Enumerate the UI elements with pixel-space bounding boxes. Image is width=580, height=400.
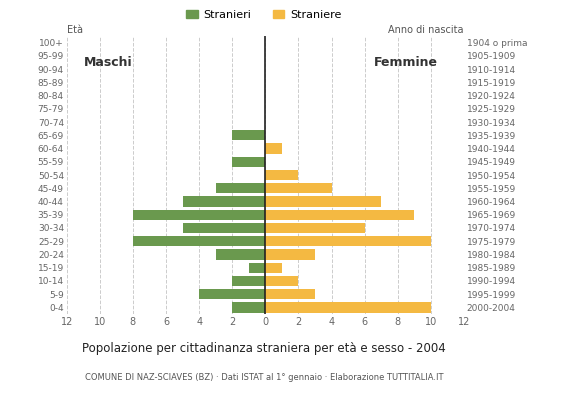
Bar (266, 302, 431, 312)
Bar (232, 130, 266, 140)
Text: Anno di nascita: Anno di nascita (389, 26, 464, 36)
Bar (183, 223, 266, 233)
Text: Età: Età (67, 26, 83, 36)
Bar (266, 210, 414, 220)
Bar (183, 196, 266, 207)
Bar (266, 236, 431, 246)
Bar (133, 210, 266, 220)
Bar (266, 249, 315, 260)
Bar (266, 196, 381, 207)
Text: Popolazione per cittadinanza straniera per età e sesso - 2004: Popolazione per cittadinanza straniera p… (82, 342, 446, 355)
Bar (266, 276, 299, 286)
Bar (266, 143, 282, 154)
Bar (266, 223, 365, 233)
Bar (266, 262, 282, 273)
Bar (216, 249, 266, 260)
Legend: Stranieri, Straniere: Stranieri, Straniere (182, 6, 346, 24)
Bar (232, 302, 266, 312)
Bar (199, 289, 266, 299)
Bar (266, 170, 299, 180)
Bar (266, 289, 315, 299)
Bar (249, 262, 266, 273)
Text: COMUNE DI NAZ-SCIAVES (BZ) · Dati ISTAT al 1° gennaio · Elaborazione TUTTITALIA.: COMUNE DI NAZ-SCIAVES (BZ) · Dati ISTAT … (85, 373, 443, 382)
Bar (133, 236, 266, 246)
Bar (266, 183, 332, 194)
Bar (232, 276, 266, 286)
Text: Femmine: Femmine (374, 56, 438, 69)
Bar (232, 156, 266, 167)
Text: Maschi: Maschi (84, 56, 132, 69)
Bar (216, 183, 266, 194)
